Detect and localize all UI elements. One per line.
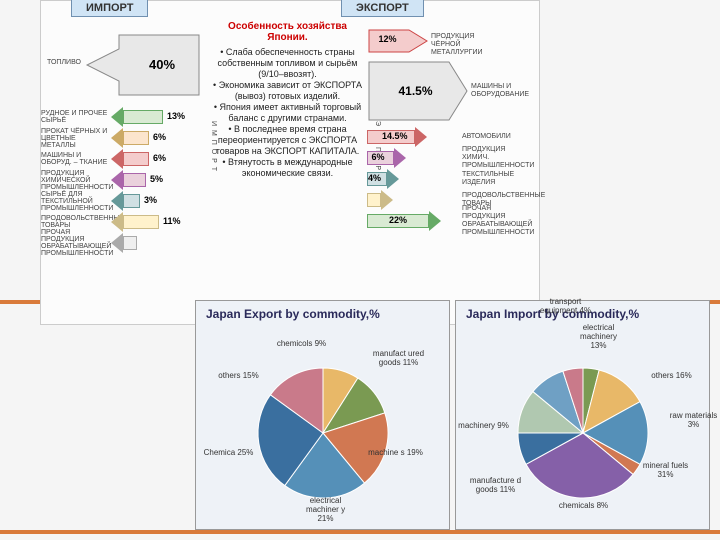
pie-label: electrical machinery 13% (571, 323, 626, 350)
import-row: СЫРЬЁ ДЛЯ ТЕКСТИЛЬНОЙ ПРОМЫШЛЕННОСТИ 3% (41, 191, 211, 211)
pie-label: others 16% (644, 371, 699, 380)
center-text-block: Особенность хозяйства Японии. • Слаба об… (211, 1, 364, 324)
header-import: ИМПОРТ (71, 0, 148, 17)
header-export: ЭКСПОРТ (341, 0, 424, 17)
big-export-label: ПРОДУКЦИЯ ЧЁРНОЙ МЕТАЛЛУРГИИ (431, 33, 491, 57)
row-pct: 11% (163, 216, 181, 226)
export-row: 22% ПРОЧАЯ ПРОДУКЦИЯ ОБРАБАТЫВАЮЩЕЙ ПРОМ… (364, 211, 539, 231)
vline-import: И М П О Р Т (207, 121, 217, 251)
mini-arrow: 22% (364, 212, 459, 230)
row-pct: 5% (150, 174, 163, 184)
big-import-arrow: ТОПЛИВО 40% (41, 31, 211, 99)
top-diagram: ИМПОРТ ЭКСПОРТ ТОПЛИВО 40% РУДНОЕ И ПРОЧ… (40, 0, 540, 325)
import-row: МАШИНЫ И ОБОРУД. – ТКАНИЕ 6% (41, 149, 211, 169)
row-label: ПРОДОВОЛЬСТВЕННЫЕ ТОВАРЫ (41, 215, 111, 229)
center-body: • Слаба обеспеченность страны собственны… (211, 47, 364, 179)
mini-arrow: 14.5% (364, 128, 459, 146)
mini-arrow: 6% (111, 129, 201, 147)
row-pct: 13% (167, 111, 185, 121)
export-row: 4% ТЕКСТИЛЬНЫЕ ИЗДЕЛИЯ (364, 169, 539, 189)
mini-arrow: 11% (111, 213, 201, 231)
row-pct: 14.5% (382, 131, 408, 141)
mini-arrow: 13% (111, 108, 201, 126)
export-row: 14.5% АВТОМОБИЛИ (364, 127, 539, 147)
row-label: ПРОДУКЦИЯ ХИМИЧЕСКОЙ ПРОМЫШЛЕННОСТИ (41, 170, 111, 191)
pie-label: Chemica 25% (201, 448, 256, 457)
pie-export-title: Japan Export by commodity,% (196, 301, 449, 327)
row-label: СЫРЬЁ ДЛЯ ТЕКСТИЛЬНОЙ ПРОМЫШЛЕННОСТИ (41, 191, 111, 212)
pie-label: raw materials 3% (666, 411, 720, 429)
row-label: ПРОКАТ ЧЁРНЫХ И ЦВЕТНЫЕ МЕТАЛЛЫ (41, 128, 111, 149)
row-label: РУДНОЕ И ПРОЧЕЕ СЫРЬЁ (41, 110, 111, 124)
row-pct: 4% (368, 173, 381, 183)
export-row: 6% ПРОДУКЦИЯ ХИМИЧ. ПРОМЫШЛЕННОСТИ (364, 148, 539, 168)
big-export-pct: 41.5% (399, 84, 433, 98)
mini-arrow: 6% (111, 150, 201, 168)
big-export-label: МАШИНЫ И ОБОРУДОВАНИЕ (471, 83, 531, 99)
pie-label: others 15% (211, 371, 266, 380)
big-export-arrow: 12% ПРОДУКЦИЯ ЧЁРНОЙ МЕТАЛЛУРГИИ (364, 27, 539, 55)
row-label: ПРОЧАЯ ПРОДУКЦИЯ ОБРАБАТЫВАЮЩЕЙ ПРОМЫШЛЕ… (41, 229, 111, 257)
pie-label: manufacture d goods 11% (468, 476, 523, 494)
pie-label: chemicols 9% (274, 339, 329, 348)
big-export-pct: 12% (379, 34, 397, 44)
mini-arrow: 4% (364, 170, 459, 188)
center-title: Особенность хозяйства Японии. (211, 21, 364, 43)
mini-arrow (111, 234, 201, 252)
pie-label: chemicals 8% (556, 501, 611, 510)
row-pct: 6% (153, 132, 166, 142)
pie-import-panel: Japan Import by commodity,% transport eq… (455, 300, 710, 530)
row-label: АВТОМОБИЛИ (459, 133, 534, 141)
row-label: ТЕКСТИЛЬНЫЕ ИЗДЕЛИЯ (459, 171, 534, 187)
big-import-label: ТОПЛИВО (47, 59, 81, 66)
mini-arrow: 5% (111, 171, 201, 189)
pie-label: manufact ured goods 11% (371, 349, 426, 367)
row-pct: 22% (389, 215, 407, 225)
big-export-arrow: 41.5% МАШИНЫ И ОБОРУДОВАНИЕ (364, 59, 539, 123)
mini-arrow: 3% (111, 192, 201, 210)
mini-arrow: 6% (364, 149, 459, 167)
big-import-pct: 40% (149, 57, 175, 72)
row-pct: 3% (144, 195, 157, 205)
pie-label: mineral fuels 31% (638, 461, 693, 479)
mini-arrow (364, 191, 459, 209)
decor-stripe (0, 530, 720, 534)
import-row: ПРОДУКЦИЯ ХИМИЧЕСКОЙ ПРОМЫШЛЕННОСТИ 5% (41, 170, 211, 190)
row-label: МАШИНЫ И ОБОРУД. – ТКАНИЕ (41, 152, 111, 166)
import-row: РУДНОЕ И ПРОЧЕЕ СЫРЬЁ 13% (41, 107, 211, 127)
pie-import-chart (506, 356, 661, 511)
pie-label: electrical machiner y 21% (298, 496, 353, 523)
pie-label: machinery 9% (456, 421, 511, 430)
import-row: ПРОКАТ ЧЁРНЫХ И ЦВЕТНЫЕ МЕТАЛЛЫ 6% (41, 128, 211, 148)
import-column: ТОПЛИВО 40% РУДНОЕ И ПРОЧЕЕ СЫРЬЁ 13% ПР… (41, 1, 211, 324)
import-row: ПРОЧАЯ ПРОДУКЦИЯ ОБРАБАТЫВАЮЩЕЙ ПРОМЫШЛЕ… (41, 233, 211, 253)
pie-label: machine s 19% (368, 448, 423, 457)
pie-export-panel: Japan Export by commodity,% chemicols 9%… (195, 300, 450, 530)
row-pct: 6% (153, 153, 166, 163)
pie-export-chart (246, 356, 401, 511)
row-pct: 6% (372, 152, 385, 162)
pie-label: transport equipment 4% (538, 297, 593, 315)
row-label: ПРОДУКЦИЯ ХИМИЧ. ПРОМЫШЛЕННОСТИ (459, 146, 534, 170)
export-column: 12% ПРОДУКЦИЯ ЧЁРНОЙ МЕТАЛЛУРГИИ 41.5% М… (364, 1, 539, 324)
row-label: ПРОЧАЯ ПРОДУКЦИЯ ОБРАБАТЫВАЮЩЕЙ ПРОМЫШЛЕ… (459, 205, 534, 237)
